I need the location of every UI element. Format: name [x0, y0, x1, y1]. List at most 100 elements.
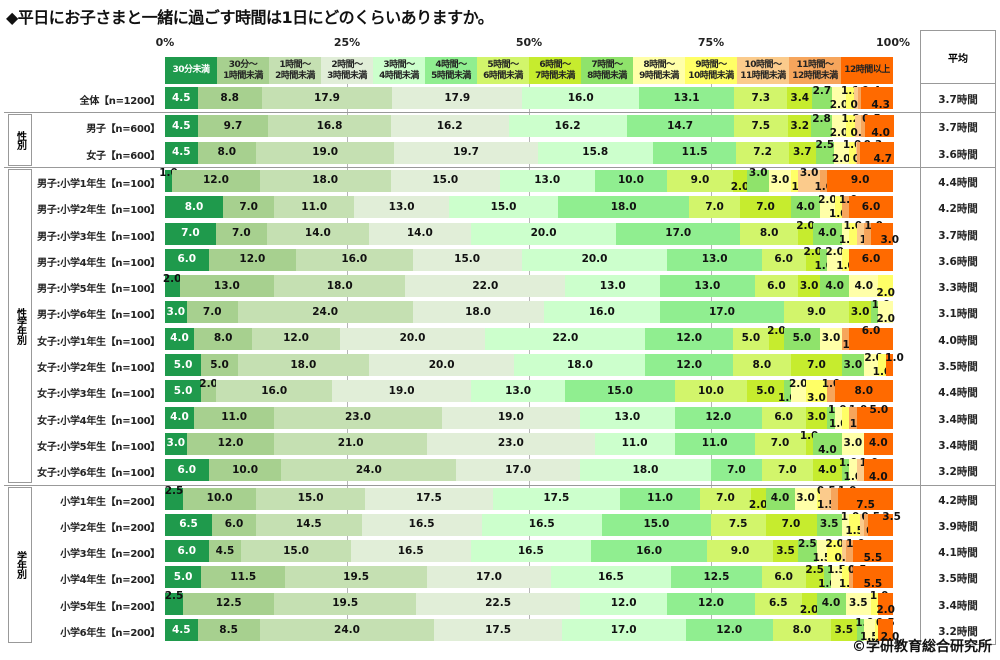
- data-label: 2.5: [164, 485, 184, 497]
- data-label: 4.5: [171, 146, 191, 159]
- data-label: 2.0: [876, 312, 895, 325]
- data-label: 6.0: [774, 411, 793, 424]
- data-label: 3.0: [799, 167, 819, 180]
- data-label: 18.0: [326, 279, 353, 292]
- data-label: 8.8: [220, 91, 239, 104]
- bar-segment: [802, 592, 818, 615]
- bar-segment: [434, 619, 563, 641]
- legend-item: 9時間～ 10時間未満: [685, 57, 737, 84]
- bar-segment: [787, 87, 813, 109]
- data-label: 6.0: [767, 279, 786, 292]
- bar-segment: [761, 248, 807, 271]
- bar-segment: [543, 301, 661, 324]
- bar-segment: [848, 141, 857, 164]
- bar-segment: [878, 301, 894, 324]
- data-label: 16.5: [517, 544, 544, 557]
- bar-segment: [237, 354, 370, 376]
- bar-segment: [805, 380, 828, 403]
- average-value: 3.7時間: [938, 229, 978, 242]
- row-label: 女子:小学2年生【n=100】: [37, 363, 160, 374]
- data-label: 12.0: [676, 332, 703, 345]
- bar-segment: [620, 487, 701, 510]
- bar-segment: [834, 141, 850, 164]
- data-label: 5.0: [869, 404, 889, 417]
- bar-segment: [165, 406, 195, 429]
- row-label: 小学6年生【n=200】: [60, 628, 160, 639]
- bar-segment: [332, 380, 472, 403]
- data-label: 4.0: [871, 126, 890, 139]
- data-label: 23.0: [344, 411, 371, 424]
- average-value: 3.7時間: [938, 94, 978, 106]
- row-label: 小学1年生【n=200】: [60, 496, 160, 508]
- data-label: 5.0: [173, 358, 193, 371]
- bar-segment: [864, 115, 895, 138]
- data-label: 11.0: [621, 437, 648, 450]
- data-label: 10.0: [698, 384, 724, 397]
- bar-segment: [855, 141, 858, 164]
- bar-segment: [481, 513, 603, 536]
- data-label: 3.5: [849, 597, 868, 610]
- bar-segment: [441, 406, 581, 429]
- bar-segment: [849, 327, 894, 350]
- data-label: 17.0: [505, 463, 532, 476]
- bar-segment: [165, 354, 202, 376]
- bar-segment: [456, 459, 581, 482]
- bar-segment: [674, 406, 763, 429]
- data-label: 9.0: [850, 174, 870, 187]
- bar-segment: [256, 487, 366, 510]
- bar-segment: [863, 354, 879, 376]
- data-label: 16.0: [588, 305, 615, 318]
- bar-segment: [805, 406, 828, 429]
- bar-segment: [863, 432, 894, 455]
- bar-segment: [550, 566, 672, 589]
- bar-segment: [165, 432, 188, 455]
- bar-segment: [165, 327, 195, 350]
- data-label: 16.0: [261, 384, 288, 397]
- data-label: 22.5: [485, 597, 512, 610]
- data-label: 14.0: [406, 227, 433, 239]
- row-label: 小学4年生【n=200】: [60, 575, 160, 587]
- data-label: 2.5: [815, 139, 835, 152]
- bar-segment: [857, 141, 860, 164]
- average-value: 3.4時間: [938, 439, 978, 452]
- data-label: 16.5: [528, 518, 555, 531]
- bar-segment: [194, 406, 275, 429]
- data-label: 2.0: [876, 286, 895, 299]
- data-label: 6.5: [768, 597, 788, 610]
- bar-segment: [392, 87, 523, 109]
- data-label: 0.8: [850, 126, 870, 139]
- legend-item: 30分未満: [165, 57, 217, 84]
- data-label: 3.0: [770, 174, 790, 187]
- bar-segment: [711, 459, 763, 482]
- bar-segment: [812, 459, 843, 482]
- bar-segment: [838, 487, 894, 510]
- bar-segment: [179, 275, 275, 298]
- data-label: 7.5: [856, 499, 875, 511]
- bar-segment: [652, 141, 737, 164]
- data-label: 1.5: [859, 630, 879, 643]
- data-label: 7.5: [728, 518, 748, 531]
- bar-segment: [201, 380, 217, 403]
- data-label: 8.0: [752, 358, 772, 371]
- data-label: 6.0: [177, 544, 197, 557]
- data-label: 17.0: [665, 227, 692, 239]
- bar-segment: [685, 619, 774, 641]
- bar-segment: [858, 87, 862, 109]
- data-label: 14.7: [667, 119, 694, 132]
- data-label: 9.7: [223, 119, 243, 132]
- bar-segment: [256, 513, 363, 536]
- bar-segment: [734, 87, 788, 109]
- bar-segment: [339, 327, 486, 350]
- bar-segment: [820, 487, 832, 510]
- bar-segment: [831, 115, 847, 138]
- data-label: 5.0: [173, 570, 193, 583]
- bar-segment: [856, 619, 865, 641]
- bar-segment: [565, 275, 661, 298]
- row-label: 男子:小学4年生【n=100】: [37, 257, 160, 269]
- average-value: 3.3時間: [938, 282, 978, 295]
- bar-segment: [860, 513, 865, 536]
- data-label: 20.0: [581, 253, 608, 266]
- data-label: 2.0: [748, 499, 768, 511]
- data-label: 11.0: [301, 200, 328, 213]
- data-label: 4.0: [821, 597, 841, 610]
